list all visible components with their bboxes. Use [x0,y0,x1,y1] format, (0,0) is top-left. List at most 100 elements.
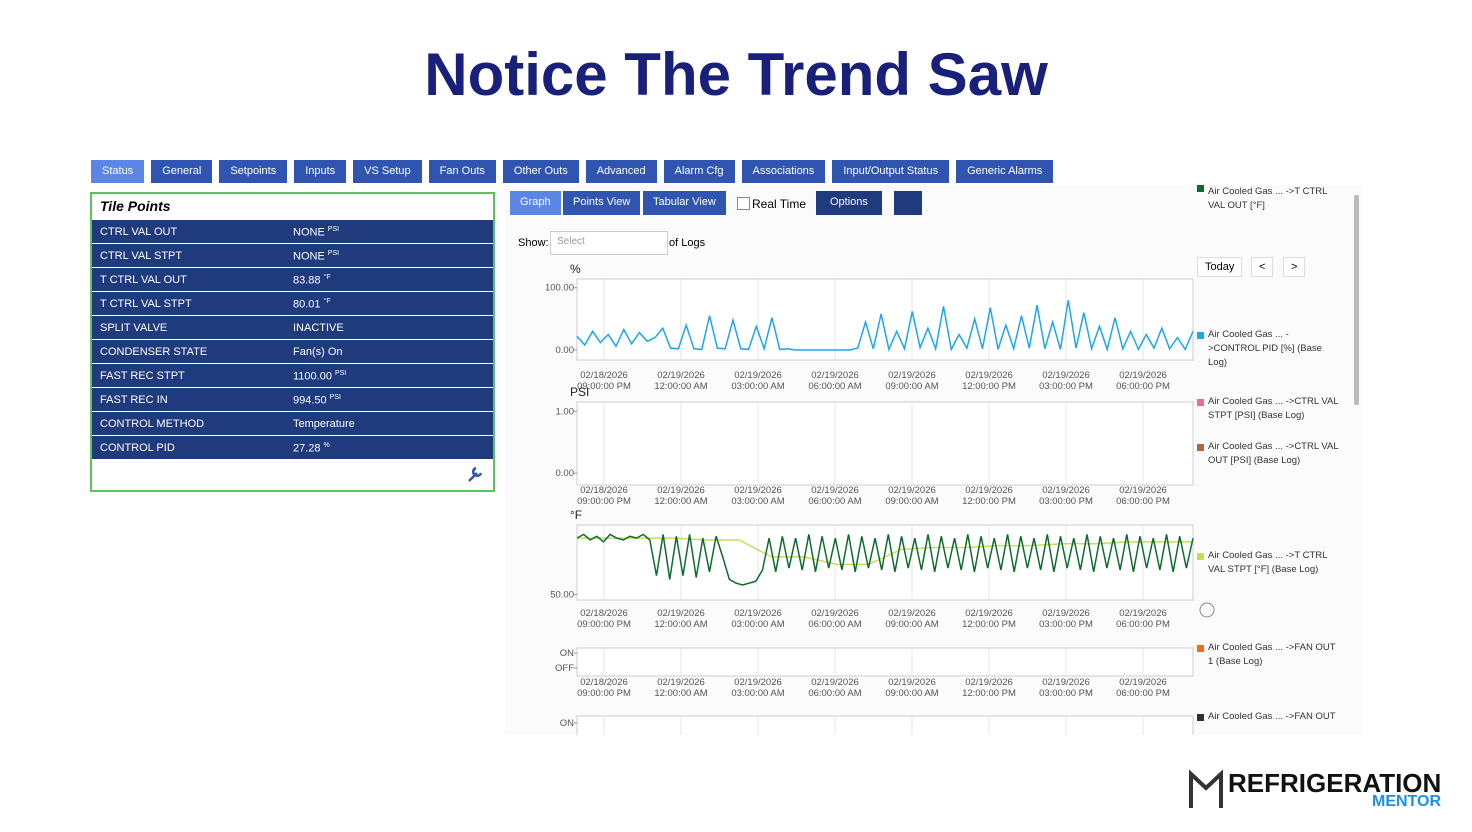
tab[interactable]: General [151,160,213,183]
value-text: Temperature [293,418,355,430]
trend-charts: % 100.00 0.00 02/18/2026 09:00:00 PM 02/19/20… [545,185,1359,735]
tile-row: CTRL VAL OUT NONE PSI [92,219,493,243]
legend-swatch [1197,399,1204,406]
legend-entry: Air Cooled Gas ... ->CONTROL PID [%] (Ba… [1208,329,1322,368]
nav-button[interactable]: Today [1197,257,1243,277]
value-text: NONE [293,250,325,263]
view-button[interactable]: Tabular View [643,191,726,215]
tile-row: FAST REC STPT 1100.00 PSI [92,363,493,387]
x-date: 02/19/2026 [965,677,1013,688]
x-time: 03:00:00 AM [731,381,784,392]
plot-area [576,715,1194,735]
x-time: 12:00:00 AM [654,496,707,507]
plot-area [576,278,1194,361]
x-date: 02/19/2026 [1042,677,1090,688]
tab[interactable]: VS Setup [353,160,422,183]
x-time: 12:00:00 PM [962,688,1016,699]
logo-top: REFRIGERATION [1228,768,1442,798]
realtime-label: Real Time [752,197,807,211]
unit: °F [323,298,331,305]
tile-row: CONTROL PID 27.28% [92,435,493,459]
x-date: 02/18/2026 [580,677,628,688]
x-date: 02/19/2026 [734,370,782,381]
point-value: 80.01 °F [293,298,331,311]
unit: PSI [334,370,347,377]
y-tick-label: ON [560,718,574,729]
x-time: 12:00:00 AM [654,381,707,392]
trend-line [577,537,1193,566]
x-date: 02/19/2026 [965,370,1013,381]
tile-row: CONTROL METHOD Temperature [92,411,493,435]
trend-line [576,300,1194,353]
x-time: 06:00:00 AM [808,619,861,630]
x-date: 02/19/2026 [1042,608,1090,619]
value-text: 994.50 [293,394,327,407]
legend-entry: Air Cooled Gas ... ->T CTRL VAL OUT [°F] [1208,186,1328,211]
nav-button[interactable]: < [1251,257,1274,277]
x-time: 06:00:00 AM [808,381,861,392]
unit-label: °F [570,508,582,522]
x-time: 03:00:00 AM [731,619,784,630]
x-date: 02/19/2026 [811,608,859,619]
x-date: 02/19/2026 [965,608,1013,619]
x-date: 02/19/2026 [965,485,1013,496]
tile-row: FAST REC IN 994.50 PSI [92,387,493,411]
unit: PSI [327,250,340,257]
point-name: CTRL VAL STPT [100,250,183,262]
x-time: 06:00:00 PM [1116,688,1170,699]
tab[interactable]: Setpoints [219,160,288,183]
tab[interactable]: Status [91,160,145,183]
y-tick-label: OFF [555,663,574,674]
y-tick-label: 1.00 [556,406,575,417]
unit-label: % [570,262,581,276]
point-value: 27.28% [293,442,330,455]
legend-entry: Air Cooled Gas ... ->FAN OUT [1208,711,1336,722]
options-button[interactable]: Options [816,191,882,215]
expand-button[interactable] [894,191,922,215]
point-name: T CTRL VAL STPT [100,298,192,310]
point-name: CONDENSER STATE [100,346,208,358]
x-time: 03:00:00 PM [1039,496,1093,507]
x-date: 02/19/2026 [888,370,936,381]
tab[interactable]: Input/Output Status [832,160,950,183]
view-button[interactable]: Graph [510,191,561,215]
x-date: 02/19/2026 [888,485,936,496]
y-tick-label: 100.00 [545,283,574,294]
x-time: 06:00:00 PM [1116,381,1170,392]
x-date: 02/19/2026 [657,370,705,381]
log-select[interactable]: Select [550,231,668,255]
tab[interactable]: Fan Outs [428,160,496,183]
checkbox[interactable] [737,197,750,210]
point-value: 994.50 PSI [293,394,341,407]
x-time: 03:00:00 PM [1039,381,1093,392]
x-date: 02/19/2026 [657,677,705,688]
tab[interactable]: Inputs [294,160,347,183]
nav-button[interactable]: > [1283,257,1306,277]
x-date: 02/19/2026 [734,677,782,688]
tab[interactable]: Other Outs [502,160,579,183]
view-button[interactable]: Points View [563,191,641,215]
tab[interactable]: Alarm Cfg [663,160,735,183]
logo-icon [1189,769,1223,808]
point-name: SPLIT VALVE [100,322,168,334]
x-time: 03:00:00 PM [1039,688,1093,699]
tile-title: Tile Points [100,198,171,214]
point-name: T CTRL VAL OUT [100,274,187,286]
y-tick-label: 0.00 [556,345,575,356]
x-time: 09:00:00 AM [885,496,938,507]
point-value: INACTIVE [293,322,344,334]
legend-swatch [1197,332,1204,339]
x-date: 02/19/2026 [1119,370,1167,381]
wrench-icon[interactable] [465,464,485,484]
y-tick-label: 0.00 [556,468,575,479]
tab[interactable]: Generic Alarms [956,160,1054,183]
x-time: 09:00:00 PM [577,496,631,507]
x-time: 06:00:00 PM [1116,619,1170,630]
x-date: 02/19/2026 [1119,485,1167,496]
x-date: 02/19/2026 [888,677,936,688]
tab[interactable]: Advanced [585,160,657,183]
tab[interactable]: Associations [741,160,826,183]
legend-swatch [1197,714,1204,721]
unit: PSI [329,394,341,401]
